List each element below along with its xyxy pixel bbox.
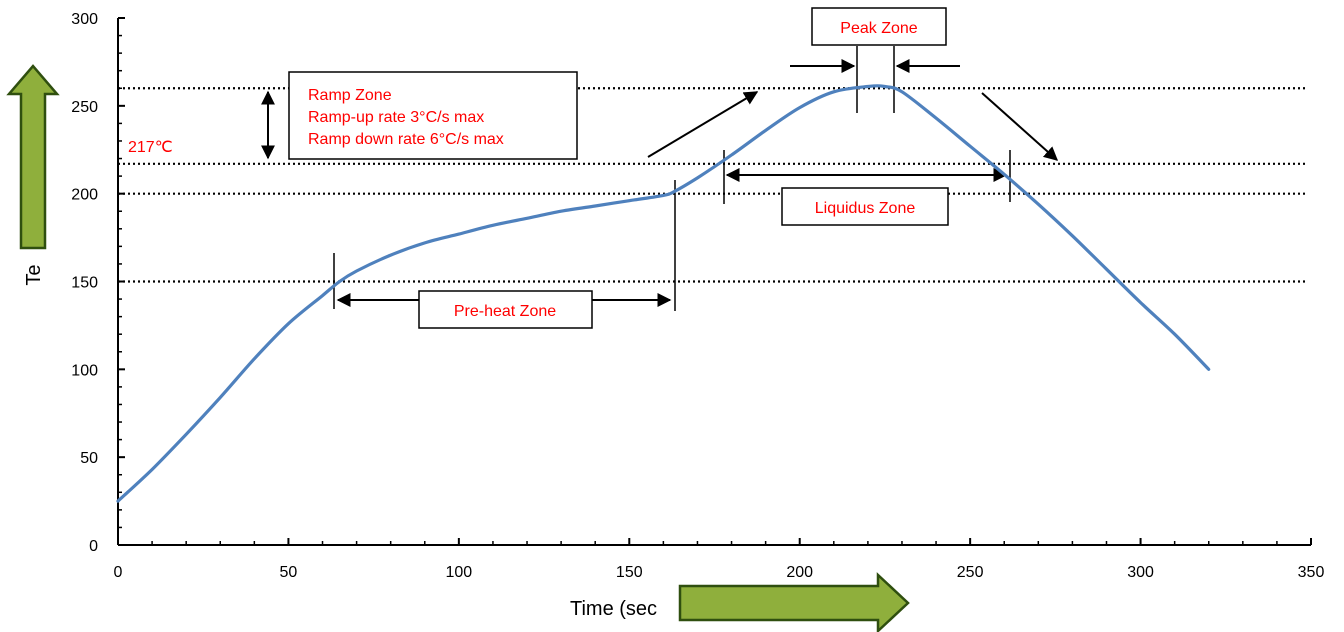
zone-arrows	[261, 59, 1059, 307]
x-axis-title: Time (sec	[570, 598, 657, 620]
x-tick-label: 50	[280, 564, 298, 581]
y-tick-label: 100	[71, 362, 98, 379]
zone-markers	[333, 46, 1011, 311]
x-tick-label: 100	[446, 564, 473, 581]
peak-zone-label: Peak Zone	[840, 20, 917, 37]
x-tick-label: 150	[616, 564, 643, 581]
ramp-up-rate-text: Ramp-up rate 3°C/s max	[308, 109, 484, 126]
y-axis-title: Te	[23, 264, 45, 285]
x-tick-label: 0	[114, 564, 123, 581]
preheat-zone-label: Pre-heat Zone	[454, 303, 556, 320]
y-tick-label: 0	[89, 538, 98, 555]
y-tick-label: 250	[71, 99, 98, 116]
ramp-down-rate-text: Ramp down rate 6°C/s max	[308, 131, 504, 148]
liquidus-zone-label: Liquidus Zone	[815, 200, 916, 217]
x-tick-label: 350	[1298, 564, 1325, 581]
x-direction-arrow-icon	[678, 572, 910, 632]
ramp-zone-title: Ramp Zone	[308, 87, 392, 104]
y-ticks: 0 50 100 150 200 250 300	[71, 11, 125, 555]
preheat-zone-box: Pre-heat Zone	[418, 290, 593, 329]
ramp-up-arrow	[647, 91, 759, 158]
temperature-curve	[116, 84, 1211, 503]
x-ticks: 0 50 100 150 200 250 300 350	[114, 538, 1325, 581]
reference-lines	[118, 87, 1308, 283]
y-direction-arrow-icon	[6, 64, 60, 250]
x-tick-label: 300	[1127, 564, 1154, 581]
y-tick-label: 150	[71, 275, 98, 292]
y-tick-label: 50	[80, 450, 98, 467]
x-tick-label: 200	[786, 564, 813, 581]
y-tick-label: 200	[71, 187, 98, 204]
peak-zone-box: Peak Zone	[811, 7, 947, 46]
x-tick-label: 250	[957, 564, 984, 581]
ramp-down-arrow	[981, 92, 1059, 161]
liquidus-zone-box: Liquidus Zone	[781, 187, 949, 226]
temp-217-label: 217℃	[128, 139, 173, 156]
y-tick-label: 300	[71, 11, 98, 28]
ramp-zone-box: Ramp Zone Ramp-up rate 3°C/s max Ramp do…	[288, 71, 578, 160]
